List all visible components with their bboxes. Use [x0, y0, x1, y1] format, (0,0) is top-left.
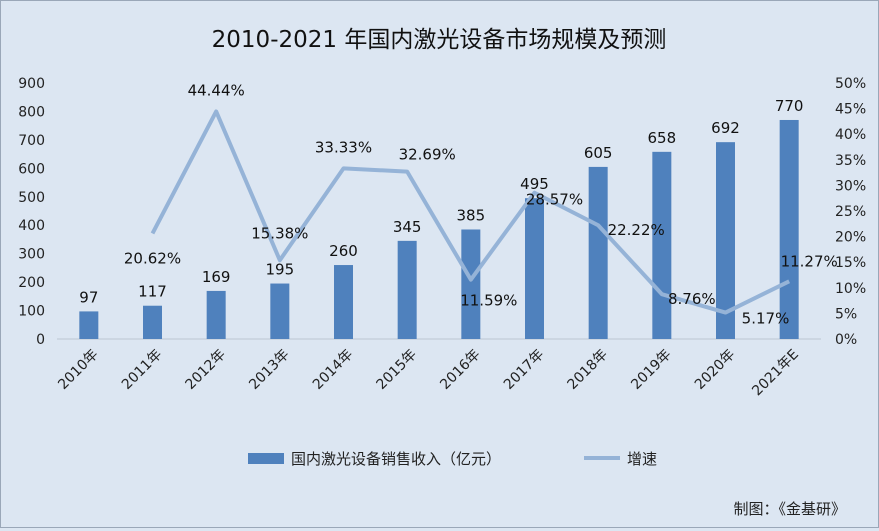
line-data-label: 33.33% [315, 138, 372, 156]
x-axis-tick-label: 2010年 [55, 347, 101, 393]
legend-bar-label: 国内激光设备销售收入（亿元） [291, 450, 501, 468]
x-axis-tick-label: 2015年 [374, 347, 420, 393]
x-axis-tick-label: 2021年E [749, 347, 802, 400]
line-data-label: 44.44% [188, 81, 245, 99]
bar [716, 142, 735, 339]
x-axis-tick-label: 2014年 [310, 347, 356, 393]
bar [206, 290, 226, 339]
right-axis-tick-label: 20% [835, 230, 866, 246]
line-data-label: 32.69% [399, 146, 456, 164]
bar [143, 305, 162, 339]
bar-series [79, 119, 799, 339]
right-axis-tick-label: 30% [835, 178, 866, 194]
bar-data-label: 605 [584, 144, 613, 162]
chart-title: 2010-2021 年国内激光设备市场规模及预测 [212, 27, 667, 53]
right-axis-tick-label: 10% [835, 281, 866, 297]
line-data-label: 8.76% [668, 290, 716, 308]
bar [270, 283, 290, 339]
x-axis-tick-label: 2012年 [183, 347, 229, 393]
bar-data-label: 260 [329, 242, 358, 260]
right-axis-tick-label: 0% [835, 332, 857, 348]
line-data-label: 22.22% [608, 221, 665, 239]
x-axis-tick-label: 2016年 [437, 347, 483, 393]
bar [397, 240, 417, 339]
line-data-label: 15.38% [251, 224, 308, 242]
right-axis-tick-label: 45% [835, 102, 866, 118]
line-data-label: 11.27% [781, 252, 838, 270]
left-axis-tick-label: 600 [18, 161, 45, 177]
left-axis-tick-label: 200 [18, 275, 45, 291]
bar [779, 119, 799, 339]
bar-data-label: 345 [393, 218, 422, 236]
bar [334, 265, 353, 339]
bar-data-label: 169 [202, 268, 231, 286]
line-data-label: 20.62% [124, 249, 181, 267]
left-axis-tick-label: 0 [36, 332, 45, 348]
x-axis-tick-label: 2017年 [501, 347, 547, 393]
left-axis-tick-label: 300 [18, 247, 45, 263]
left-axis: 0 100 200 300 400 500 600 700 800 900 [18, 76, 821, 348]
bar [461, 229, 481, 339]
bar-data-label: 385 [457, 206, 486, 224]
bar-data-label: 97 [79, 288, 98, 306]
line-data-label: 5.17% [742, 310, 790, 328]
x-axis-labels: 2010年 2011年 2012年 2013年 2014年 2015年 2016年 2017年… [55, 347, 802, 400]
bar-data-label: 117 [138, 283, 167, 301]
growth-line [150, 109, 791, 315]
right-axis-tick-label: 15% [835, 255, 866, 271]
left-axis-tick-label: 100 [18, 304, 45, 320]
x-axis-tick-label: 2020年 [692, 347, 738, 393]
legend: 国内激光设备销售收入（亿元） 增速 [248, 450, 657, 468]
bar [588, 166, 608, 339]
x-axis-tick-label: 2018年 [565, 347, 611, 393]
line-series [150, 109, 791, 315]
left-axis-tick-label: 400 [18, 218, 45, 234]
left-axis-tick-label: 700 [18, 133, 45, 149]
left-axis-tick-label: 900 [18, 76, 45, 92]
legend-bar-swatch [248, 453, 284, 464]
bar-data-label: 692 [711, 119, 740, 137]
line-data-label: 11.59% [460, 292, 517, 310]
right-axis-tick-label: 35% [835, 153, 866, 169]
legend-line-label: 增速 [627, 450, 657, 468]
right-axis: 0% 5% 10% 15% 20% 25% 30% 35% 40% 45% 50% [835, 76, 866, 348]
bar-data-label: 658 [648, 129, 677, 147]
left-axis-tick-label: 500 [18, 190, 45, 206]
right-axis-tick-label: 25% [835, 204, 866, 220]
bar [79, 311, 99, 339]
bar [652, 151, 672, 339]
bar-data-label: 195 [266, 261, 295, 279]
bar-data-label: 495 [520, 175, 549, 193]
x-axis-tick-label: 2013年 [246, 347, 292, 393]
line-data-label: 28.57% [526, 191, 583, 209]
bar [525, 198, 544, 339]
right-axis-tick-label: 5% [835, 306, 857, 322]
right-axis-tick-label: 50% [835, 76, 866, 92]
source-note: 制图：《金基研》 [733, 500, 846, 518]
x-axis-tick-label: 2019年 [628, 347, 674, 393]
bar-data-label: 770 [775, 97, 804, 115]
bar-data-labels: 97 117 169 195 260 345 385 495 605 658 692 770 [79, 97, 803, 306]
right-axis-tick-label: 40% [835, 127, 866, 143]
x-axis-tick-label: 2011年 [119, 347, 165, 393]
line-data-labels: 20.62% 44.44% 15.38% 33.33% 32.69% 11.59% 28.5… [124, 81, 838, 327]
left-axis-tick-label: 800 [18, 104, 45, 120]
